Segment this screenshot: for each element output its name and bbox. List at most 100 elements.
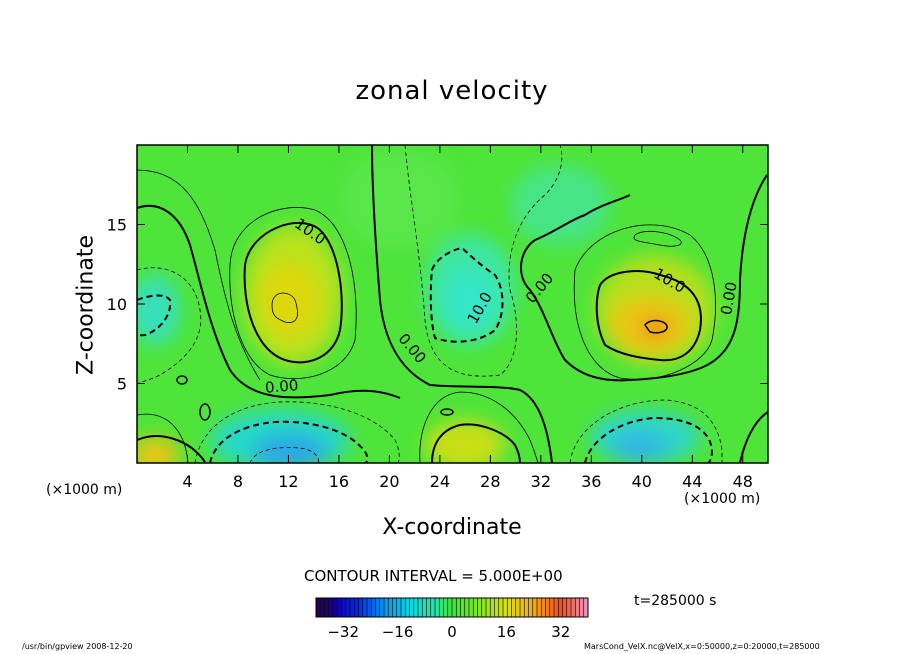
- colorbar-tick-label: 16: [497, 623, 516, 641]
- x-tick-label: 36: [581, 472, 601, 491]
- contour-interval-label: CONTOUR INTERVAL = 5.000E+00: [304, 567, 563, 585]
- colorbar-cell: [554, 598, 559, 617]
- colorbar-cell: [473, 598, 478, 617]
- colorbar: −32 −16 0 16 32: [315, 597, 589, 641]
- colorbar-tick-label: 0: [447, 623, 457, 641]
- colorbar-cell: [452, 598, 457, 617]
- colorbar-cell: [316, 598, 321, 617]
- colorbar-cell: [337, 598, 342, 617]
- colorbar-cell: [477, 598, 483, 617]
- colorbar-cell: [571, 598, 576, 617]
- colorbar-cell: [447, 598, 453, 617]
- colorbar-cell: [341, 598, 347, 617]
- colorbar-cell: [392, 598, 398, 617]
- colorbar-tick-label: −16: [382, 623, 414, 641]
- colorbar-tick-label: 32: [551, 623, 570, 641]
- colorbar-cell: [503, 598, 508, 617]
- colorbar-cell: [520, 598, 525, 617]
- colorbar-cell: [537, 598, 542, 617]
- colorbar-cell: [515, 598, 521, 617]
- colorbar-cell: [435, 598, 440, 617]
- colorbar-cell: [579, 598, 585, 617]
- colorbar-cell: [541, 598, 546, 617]
- colorbar-tick-label: −32: [327, 623, 359, 641]
- colorbar-cell: [507, 598, 512, 617]
- colorbar-cell: [371, 598, 376, 617]
- colorbar-cell: [494, 598, 500, 617]
- colorbar-cell: [498, 598, 504, 617]
- colorbar-cell: [562, 598, 568, 617]
- y-axis-label: Z-coordinate: [73, 235, 99, 375]
- footer-right: MarsCond_VelX.nc@VelX,x=0:50000,z=0:2000…: [584, 642, 820, 651]
- colorbar-cell: [469, 598, 474, 617]
- colorbar-cell: [345, 598, 351, 617]
- colorbar-cell: [460, 598, 466, 617]
- x-tick-label: 48: [733, 472, 753, 491]
- colorbar-cell: [566, 598, 572, 617]
- colorbar-cell: [575, 598, 580, 617]
- colorbar-cell: [375, 598, 381, 617]
- x-tick-label: 44: [682, 472, 702, 491]
- colorbar-cell: [358, 598, 364, 617]
- y-tick-label: 15: [107, 216, 127, 235]
- time-label: t=285000 s: [634, 593, 717, 609]
- contour-label: 0.00: [264, 376, 299, 397]
- colorbar-cell: [443, 598, 449, 617]
- colorbar-cell: [511, 598, 517, 617]
- x-tick-label: 28: [480, 472, 500, 491]
- colorbar-cell: [528, 598, 534, 617]
- colorbar-cell: [401, 598, 406, 617]
- x-unit-left: (×1000 m): [46, 482, 123, 498]
- x-tick-label: 4: [182, 472, 192, 491]
- colorbar-cell: [320, 598, 325, 617]
- colorbar-cell: [328, 598, 334, 617]
- colorbar-cell: [384, 598, 389, 617]
- colorbar-cell: [362, 598, 368, 617]
- colorbar-cell: [481, 598, 487, 617]
- colorbar-frame: [315, 597, 589, 618]
- colorbar-cell: [379, 598, 385, 617]
- colorbar-cell: [324, 598, 330, 617]
- x-tick-label: 20: [379, 472, 399, 491]
- colorbar-cell: [422, 598, 427, 617]
- colorbar-cell: [333, 598, 338, 617]
- x-axis-label: X-coordinate: [382, 515, 522, 540]
- colorbar-cell: [418, 598, 423, 617]
- footer-left: /usr/bin/gpview 2008-12-20: [22, 642, 133, 651]
- colorbar-cell: [367, 598, 372, 617]
- colorbar-cell: [396, 598, 402, 617]
- colorbar-cell: [439, 598, 444, 617]
- colorbar-cell: [490, 598, 495, 617]
- y-tick-label: 10: [107, 295, 127, 314]
- x-tick-label: 8: [233, 472, 243, 491]
- velocity-field: [137, 145, 768, 463]
- colorbar-cell: [524, 598, 529, 617]
- x-unit-right: (×1000 m): [684, 491, 761, 507]
- colorbar-cell: [583, 598, 589, 617]
- colorbar-cell: [413, 598, 419, 617]
- colorbar-cell: [388, 598, 393, 617]
- colorbar-cell: [409, 598, 415, 617]
- colorbar-cell: [558, 598, 563, 617]
- y-tick-label: 5: [117, 375, 127, 394]
- contour-lines: [137, 145, 768, 463]
- contour-label: 0.00: [717, 280, 741, 316]
- colorbar-cell: [426, 598, 432, 617]
- colorbar-cell: [464, 598, 470, 617]
- colorbar-cell: [456, 598, 461, 617]
- colorbar-cell: [545, 598, 551, 617]
- x-tick-label: 24: [430, 472, 450, 491]
- x-tick-label: 32: [531, 472, 551, 491]
- x-tick-label: 12: [278, 472, 298, 491]
- colorbar-cell: [405, 598, 410, 617]
- x-tick-label: 40: [632, 472, 652, 491]
- colorbar-cell: [486, 598, 491, 617]
- colorbar-cell: [532, 598, 538, 617]
- colorbar-cell: [549, 598, 555, 617]
- colorbar-cell: [430, 598, 436, 617]
- colorbar-cell: [354, 598, 359, 617]
- colorbar-cell: [350, 598, 355, 617]
- x-tick-label: 16: [329, 472, 349, 491]
